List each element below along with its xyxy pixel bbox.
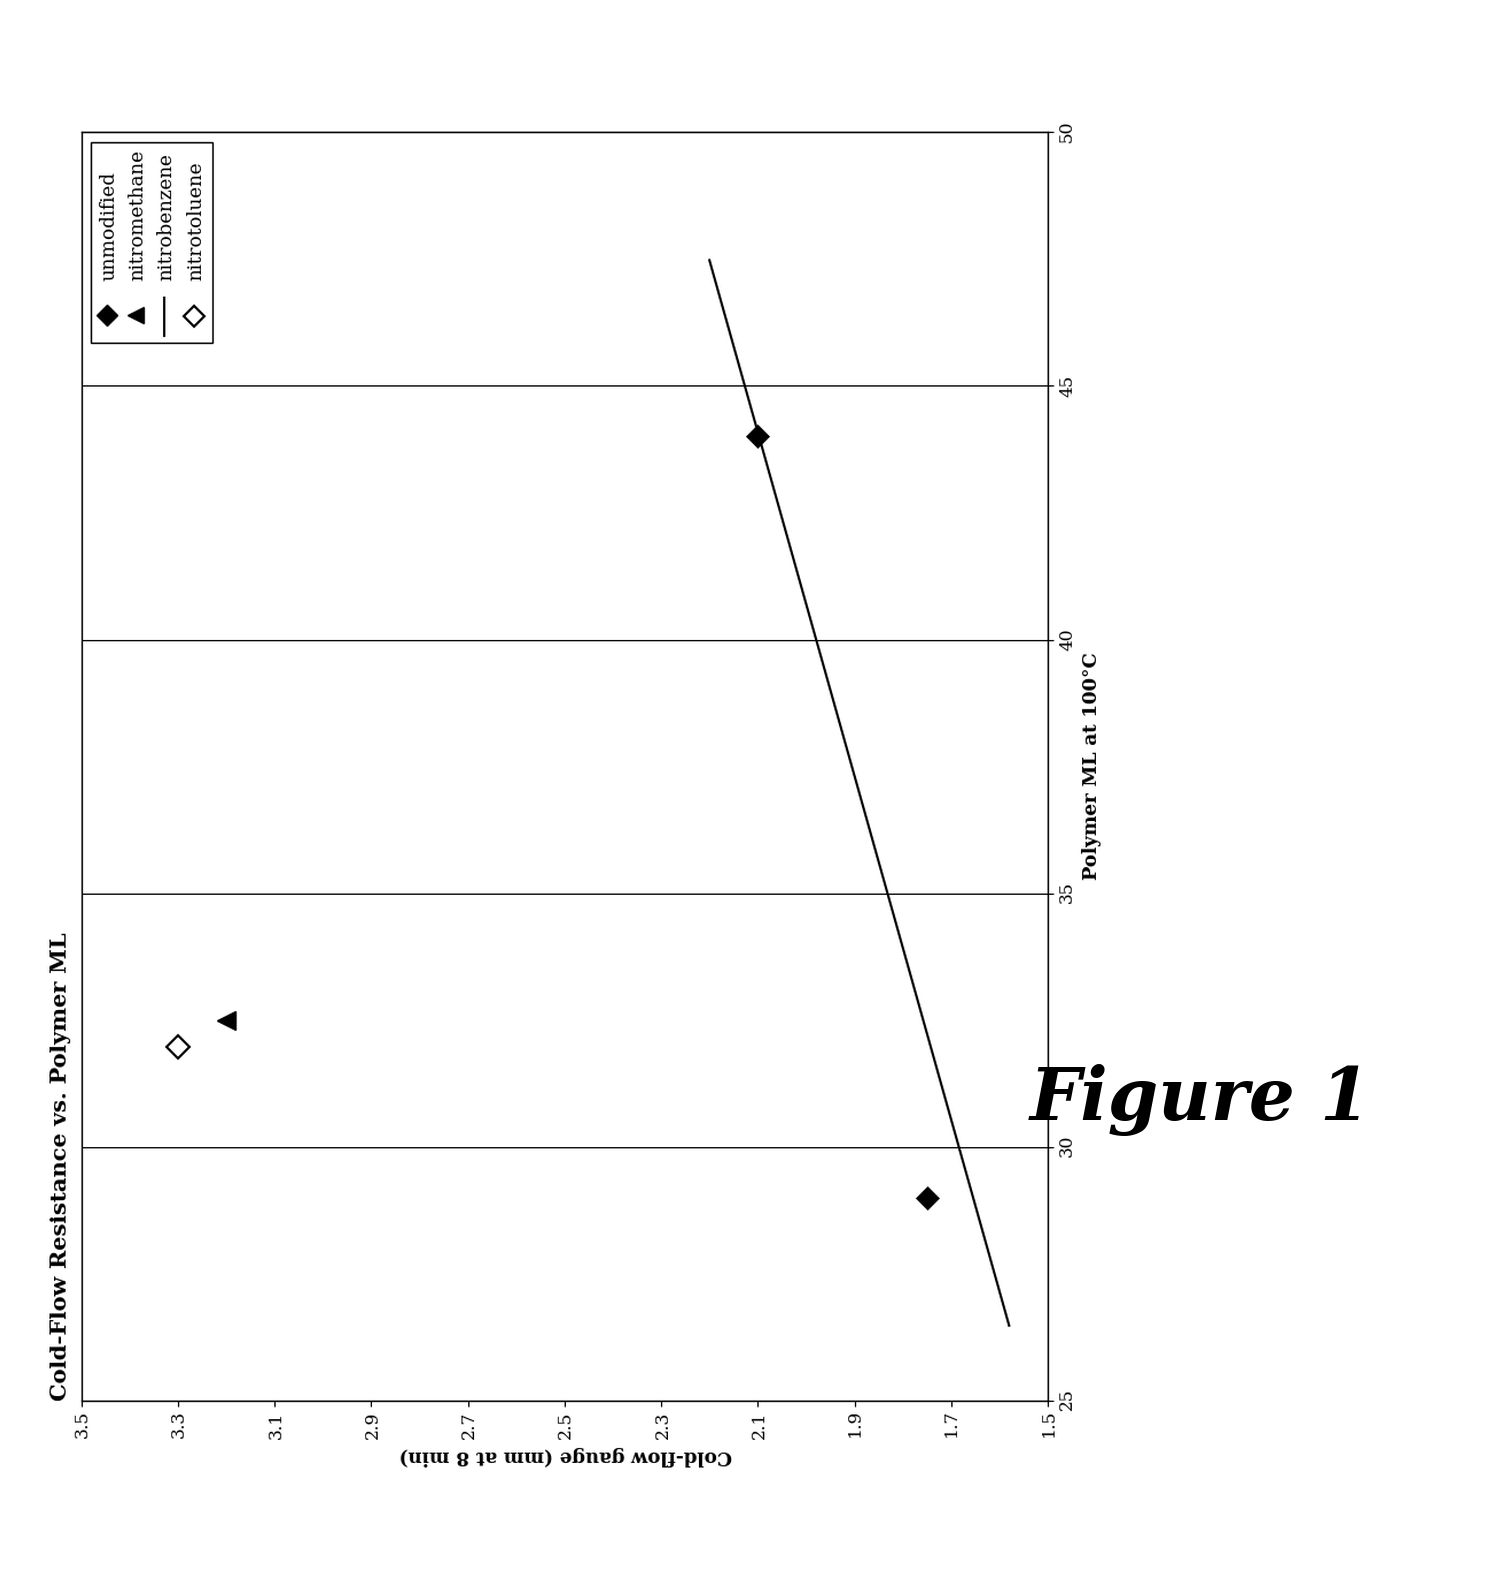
Text: Figure 1: Figure 1 (1029, 1064, 1371, 1137)
